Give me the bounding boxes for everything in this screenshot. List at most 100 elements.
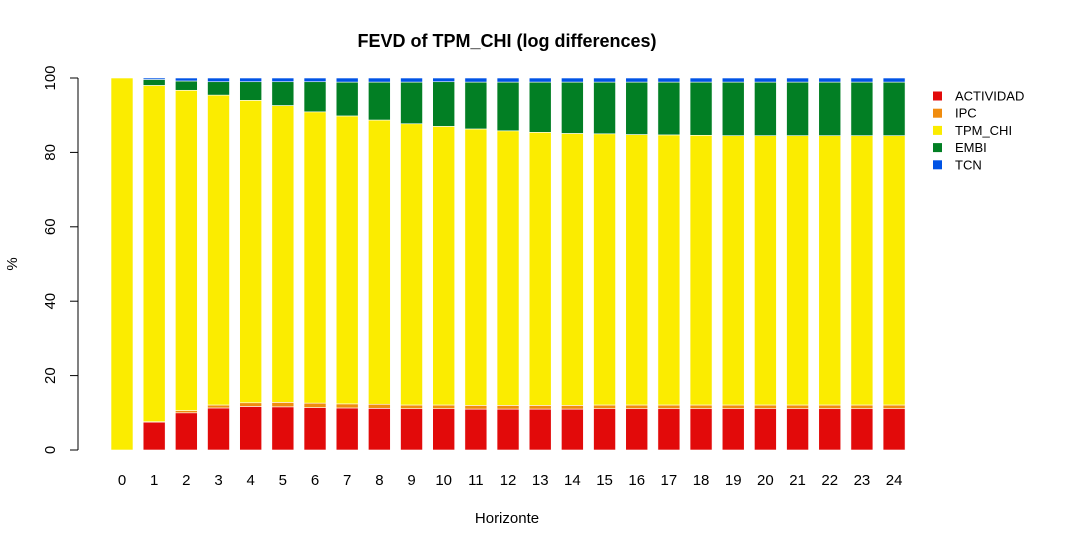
bar-segment-tcn-16 [625,77,649,83]
legend-label-tcn: TCN [955,157,982,172]
x-tick-label-5: 5 [279,472,287,489]
bar-segment-tcn-14 [561,77,584,83]
y-tick-label-40: 40 [42,293,59,310]
bar-segment-embi-14 [561,81,584,134]
bar-segment-tpm-chi-19 [721,135,745,406]
bar-segment-tcn-8 [368,77,391,83]
legend-swatch-embi [933,143,942,153]
bar-segment-ipc-22 [818,404,842,410]
x-tick-label-13: 13 [532,472,549,489]
bar-segment-tpm-chi-16 [625,134,649,406]
bar-segment-embi-9 [400,81,423,125]
bar-segment-embi-13 [528,81,552,133]
bar-segment-tpm-chi-9 [400,123,423,406]
bar-segment-embi-17 [657,81,681,136]
bar-segment-tpm-chi-10 [432,126,456,406]
bar-segment-tcn-6 [303,77,327,83]
bar-segment-tcn-24 [882,77,906,83]
bar-segment-embi-22 [818,81,842,136]
bar-segment-actividad-7 [335,407,359,451]
x-tick-label-8: 8 [375,472,383,489]
y-tick-label-100: 100 [42,65,59,90]
bar-segment-ipc-7 [335,403,359,409]
x-tick-label-7: 7 [343,472,351,489]
bar-segment-actividad-3 [207,407,230,451]
bar-segment-actividad-8 [368,408,391,451]
bar-segment-tpm-chi-22 [818,135,842,406]
bar-segment-tpm-chi-2 [175,89,198,411]
y-tick-label-60: 60 [42,218,59,235]
bar-segment-tpm-chi-0 [110,77,134,451]
bar-segment-tcn-15 [593,77,616,83]
bar-segment-ipc-21 [786,404,809,410]
y-tick-label-20: 20 [42,367,59,384]
bar-segment-tcn-9 [400,77,423,83]
bar-segment-embi-11 [464,81,488,130]
bar-segment-tcn-23 [850,77,874,83]
bar-segment-embi-23 [850,81,874,136]
x-tick-label-18: 18 [693,472,710,489]
bar-segment-actividad-17 [657,408,681,451]
bar-segment-tcn-2 [175,77,198,82]
bar-segment-actividad-16 [625,408,649,451]
x-tick-label-24: 24 [886,472,903,489]
bar-segment-tpm-chi-12 [496,130,520,406]
x-tick-label-3: 3 [214,472,222,489]
bar-segment-tpm-chi-4 [239,100,262,404]
x-tick-label-0: 0 [118,472,126,489]
x-tick-label-16: 16 [628,472,645,489]
bar-segment-actividad-12 [496,408,520,451]
bar-segment-ipc-6 [303,402,327,408]
x-ticks-layer: 0 1 2 3 4 5 6 7 8 9 10 11 12 13 14 15 16 17 18 19 20 21 22 23 24 [118,472,903,489]
bar-segment-tpm-chi-15 [593,133,616,406]
x-tick-label-4: 4 [247,472,255,489]
chart-title: FEVD of TPM_CHI (log differences) [357,31,656,51]
x-tick-label-10: 10 [435,472,452,489]
bar-segment-ipc-3 [207,404,230,409]
bar-segment-actividad-20 [754,408,777,451]
bar-segment-actividad-19 [721,408,745,451]
x-tick-label-1: 1 [150,472,158,489]
bar-segment-ipc-12 [496,405,520,410]
bar-segment-embi-1 [142,79,166,86]
legend-label-actividad: ACTIVIDAD [955,89,1024,104]
bar-segment-actividad-18 [689,408,713,451]
bar-segment-actividad-11 [464,408,488,451]
bar-segment-embi-8 [368,81,391,121]
bar-segment-ipc-18 [689,404,713,410]
legend-label-tpm-chi: TPM_CHI [955,123,1012,138]
bar-segment-embi-16 [625,81,649,135]
bar-segment-embi-5 [271,81,295,106]
x-axis-label: Horizonte [475,510,539,527]
bar-segment-ipc-15 [593,404,616,410]
x-tick-label-20: 20 [757,472,774,489]
bar-segment-ipc-20 [754,404,777,410]
bar-segment-tpm-chi-18 [689,134,713,406]
bar-segment-tcn-3 [207,77,230,83]
bar-segment-tcn-12 [496,77,520,83]
bar-segment-tcn-20 [754,77,777,83]
bar-segment-ipc-10 [432,404,456,410]
bar-segment-tpm-chi-1 [142,85,166,423]
x-tick-label-6: 6 [311,472,319,489]
bar-segment-ipc-5 [271,402,295,408]
bar-segment-embi-19 [721,81,745,136]
bar-segment-ipc-14 [561,405,584,410]
bar-segment-tcn-22 [818,77,842,83]
bar-segment-tcn-1 [142,77,166,80]
bar-segment-actividad-4 [239,406,262,451]
legend-swatch-tcn [933,160,942,170]
bar-segment-actividad-21 [786,408,809,451]
x-tick-label-2: 2 [182,472,190,489]
x-tick-label-15: 15 [596,472,613,489]
legend-label-ipc: IPC [955,106,977,121]
bar-segment-embi-18 [689,81,713,136]
bar-segment-tcn-18 [689,77,713,83]
bar-segment-tcn-10 [432,77,456,83]
bar-segment-tpm-chi-7 [335,115,359,405]
bar-segment-tpm-chi-3 [207,94,230,406]
bar-segment-tcn-19 [721,77,745,83]
y-ticks-layer: 0 20 40 60 80 100 [42,65,78,454]
bar-segment-embi-10 [432,81,456,127]
